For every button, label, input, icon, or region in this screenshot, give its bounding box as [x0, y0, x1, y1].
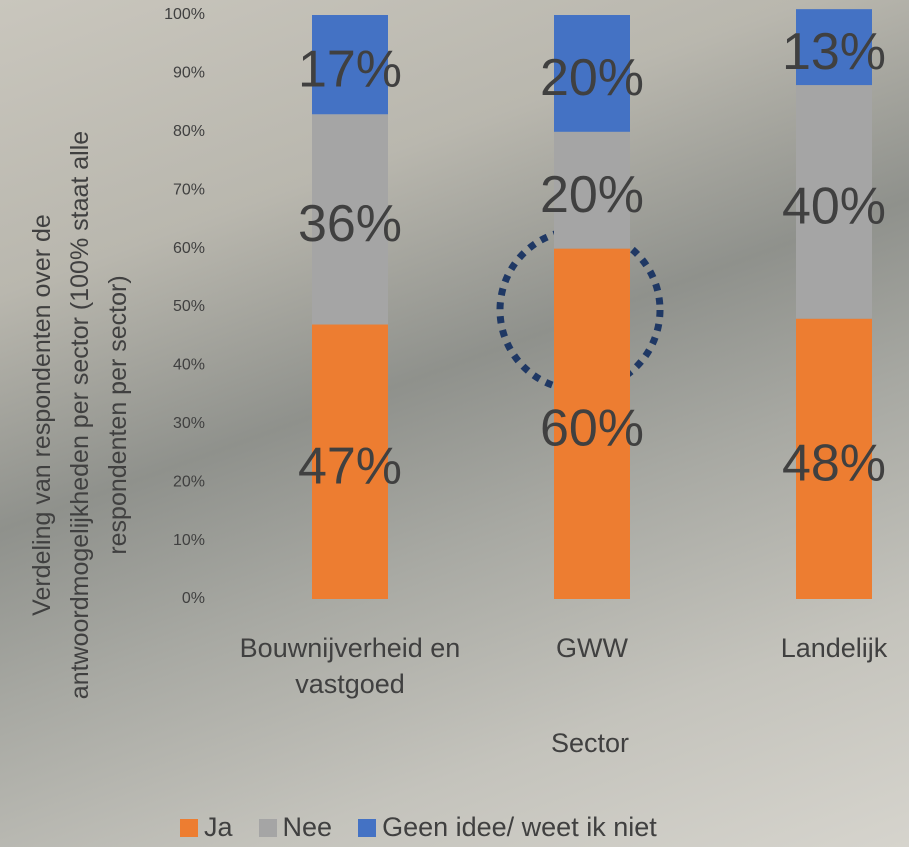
- data-label: 48%: [782, 435, 886, 493]
- x-tick-label: Bouwnijverheid en vastgoed: [239, 633, 461, 699]
- y-tick-label: 40%: [173, 357, 205, 374]
- legend: Ja Nee Geen idee/ weet ik niet: [180, 812, 657, 843]
- legend-label: Geen idee/ weet ik niet: [382, 812, 657, 842]
- data-label: 36%: [298, 195, 402, 253]
- data-label: 60%: [540, 400, 644, 458]
- data-label: 47%: [298, 437, 402, 495]
- x-tick-label: GWW: [556, 633, 628, 663]
- data-label: 13%: [782, 23, 886, 81]
- bar-segment: [554, 248, 630, 599]
- y-tick-label: 70%: [173, 181, 205, 198]
- bar-segment: [796, 9, 872, 86]
- legend-item: Geen idee/ weet ik niet: [358, 812, 657, 843]
- y-tick-label: 30%: [173, 415, 205, 432]
- bar-segment: [796, 318, 872, 599]
- data-label: 20%: [540, 49, 644, 107]
- legend-label: Ja: [204, 812, 233, 842]
- y-tick-label: 90%: [173, 65, 205, 82]
- y-axis-title: Verdeling van respondenten over de antwoo…: [23, 5, 137, 825]
- legend-label: Nee: [282, 812, 333, 842]
- legend-swatch: [180, 818, 198, 837]
- y-axis-title-line: respondenten per sector): [104, 275, 132, 555]
- bar-segment: [312, 324, 388, 599]
- y-axis-title-line: antwoordmogelijkheden per sector (100% s…: [66, 130, 94, 700]
- highlight-circle: [496, 226, 664, 394]
- y-tick-label: 50%: [173, 298, 205, 315]
- bar-segment: [312, 114, 388, 325]
- data-label: 40%: [782, 178, 886, 236]
- y-tick-label: 100%: [164, 6, 205, 23]
- bar-segment: [554, 15, 630, 132]
- x-tick-label: Landelijk: [780, 633, 888, 663]
- y-tick-label: 0%: [182, 590, 205, 607]
- bar-segment: [312, 15, 388, 115]
- y-tick-label: 20%: [173, 473, 205, 490]
- bar-segment: [796, 85, 872, 319]
- y-axis-title-line: Verdeling van respondenten over de: [28, 214, 56, 616]
- legend-item: Nee: [258, 812, 333, 843]
- legend-swatch: [358, 818, 377, 837]
- y-tick-label: 80%: [173, 123, 205, 140]
- data-label: 17%: [298, 40, 402, 98]
- bar-segment: [554, 131, 630, 249]
- x-axis-title: Sector: [550, 728, 630, 758]
- y-tick-label: 10%: [173, 532, 205, 549]
- legend-item: Ja: [180, 812, 233, 843]
- y-tick-label: 60%: [173, 240, 205, 257]
- legend-swatch: [258, 818, 277, 837]
- data-label: 20%: [540, 166, 644, 224]
